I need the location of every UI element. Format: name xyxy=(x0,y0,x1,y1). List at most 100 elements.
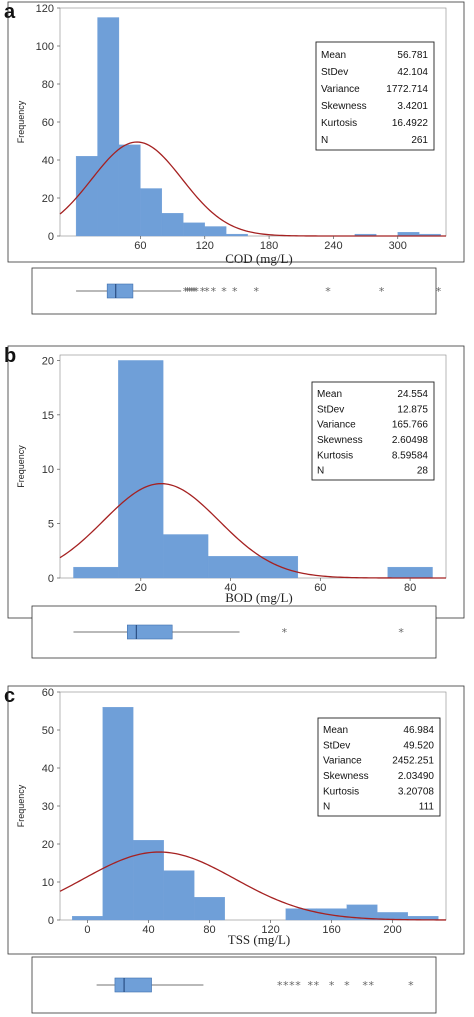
x-tick-label: 60 xyxy=(314,582,326,594)
stat-label: Kurtosis xyxy=(323,786,359,797)
y-tick-label: 15 xyxy=(42,410,54,422)
histogram-bar xyxy=(102,707,134,921)
x-tick-label: 180 xyxy=(260,240,278,252)
boxplot-outlier: * xyxy=(379,285,385,298)
y-tick-label: 20 xyxy=(42,193,54,205)
boxplot-box xyxy=(106,283,134,299)
histogram-bar xyxy=(316,908,347,921)
stats-box-frame xyxy=(311,381,435,481)
x-tick-label: 240 xyxy=(324,240,342,252)
boxplot-outlier: * xyxy=(187,285,193,298)
stat-value: 46.984 xyxy=(403,725,434,736)
boxplot: * * * * * * * * * * * xyxy=(31,956,437,1014)
stat-label: StDev xyxy=(317,404,344,415)
x-tick-label: 40 xyxy=(224,582,236,594)
boxplot-outlier: * xyxy=(232,285,238,298)
stat-value: 3.20708 xyxy=(398,786,435,797)
x-tick-label: 120 xyxy=(196,240,214,252)
histogram-bar xyxy=(163,870,195,921)
stats-box: Mean 56.781 StDev 42.104 Variance 1772.714 Ske… xyxy=(315,41,435,151)
boxplot-outlier: * xyxy=(314,979,320,992)
boxplot-outlier: * xyxy=(368,979,374,992)
stat-value: 28 xyxy=(417,466,429,477)
y-tick-label: 20 xyxy=(42,839,54,851)
chart-frame xyxy=(7,685,465,955)
histogram-bar xyxy=(118,360,164,579)
histogram-bar xyxy=(285,908,317,921)
stat-label: Mean xyxy=(323,725,348,736)
stats-box: Mean 46.984 StDev 49.520 Variance 2452.251 Ske… xyxy=(317,717,441,817)
stat-value: 2.03490 xyxy=(398,771,435,782)
stat-value: 2452.251 xyxy=(392,756,434,767)
boxplot-outlier: * xyxy=(398,626,404,639)
panel-letter: b xyxy=(4,345,16,367)
panel-letter: c xyxy=(4,685,15,707)
histogram-bar xyxy=(72,916,103,921)
stat-value: 3.4201 xyxy=(397,101,428,112)
stat-label: N xyxy=(323,802,330,813)
stats-box: Mean 24.554 StDev 12.875 Variance 165.766 Skew… xyxy=(311,381,435,481)
boxplot-outlier: * xyxy=(329,979,335,992)
panel-c: c 0 10 20 30 40 50 60 0 40 80 120 160 200 Frequency TSS… xyxy=(4,685,465,1014)
x-tick-label: 200 xyxy=(383,924,401,936)
histogram-bar xyxy=(387,566,433,579)
y-tick-label: 0 xyxy=(48,231,54,243)
boxplot-outlier: * xyxy=(344,979,350,992)
stat-value: 49.520 xyxy=(403,740,434,751)
stat-label: StDev xyxy=(323,740,350,751)
x-axis-label: COD (mg/L) xyxy=(225,251,293,266)
y-tick-label: 10 xyxy=(42,464,54,476)
boxplot-outlier: * xyxy=(362,979,368,992)
stat-label: StDev xyxy=(321,67,348,78)
stat-label: Kurtosis xyxy=(317,450,353,461)
boxplot-outlier: * xyxy=(193,285,199,298)
stat-value: 1772.714 xyxy=(386,84,428,95)
histogram-bar xyxy=(163,534,209,579)
stat-value: 24.554 xyxy=(397,389,428,400)
histogram-bar xyxy=(194,897,225,921)
y-axis-label: Frequency xyxy=(16,445,26,488)
boxplot-box xyxy=(114,977,152,993)
histogram-bar xyxy=(97,17,120,237)
y-tick-label: 80 xyxy=(42,79,54,91)
x-tick-label: 300 xyxy=(389,240,407,252)
x-tick-label: 20 xyxy=(135,582,147,594)
boxplot: * * xyxy=(31,605,437,659)
y-tick-label: 40 xyxy=(42,155,54,167)
boxplot-outlier: * xyxy=(200,285,206,298)
boxplot-outlier: * xyxy=(408,979,414,992)
histogram-bar xyxy=(75,156,98,237)
stat-label: Mean xyxy=(321,50,346,61)
boxplot-outlier: * xyxy=(436,285,442,298)
histogram-bar xyxy=(226,233,248,237)
stat-label: N xyxy=(321,135,328,146)
stat-label: Variance xyxy=(321,84,360,95)
stat-label: Variance xyxy=(323,756,362,767)
histogram-bar xyxy=(73,566,119,579)
boxplot-outlier: * xyxy=(277,979,283,992)
panel-b: b 0 5 10 15 20 20 40 60 80 Frequency BOD (mg/L) Mean… xyxy=(4,345,465,659)
boxplot-box xyxy=(127,624,173,640)
stat-label: Kurtosis xyxy=(321,118,357,129)
panel-a: a 0 20 40 60 80 100 120 60 120 180 240 300 Frequency C… xyxy=(4,1,465,315)
stat-value: 16.4922 xyxy=(392,118,429,129)
y-axis-label: Frequency xyxy=(16,100,26,143)
y-tick-label: 5 xyxy=(48,519,54,531)
y-tick-label: 0 xyxy=(48,915,54,927)
boxplot-outlier: * xyxy=(183,285,189,298)
stat-value: 165.766 xyxy=(392,420,429,431)
histogram-bar xyxy=(183,222,205,237)
boxplot-outlier: * xyxy=(282,626,288,639)
boxplot-frame xyxy=(31,956,437,1014)
stat-value: 261 xyxy=(411,135,428,146)
boxplot-outlier: * xyxy=(307,979,313,992)
x-tick-label: 80 xyxy=(203,924,215,936)
y-tick-label: 30 xyxy=(42,801,54,813)
boxplot-outlier: * xyxy=(189,285,195,298)
stats-box-frame xyxy=(317,717,441,817)
boxplot-outlier: * xyxy=(283,979,289,992)
y-tick-label: 60 xyxy=(42,117,54,129)
boxplot-outlier: * xyxy=(204,285,210,298)
x-axis-label: BOD (mg/L) xyxy=(225,590,293,605)
